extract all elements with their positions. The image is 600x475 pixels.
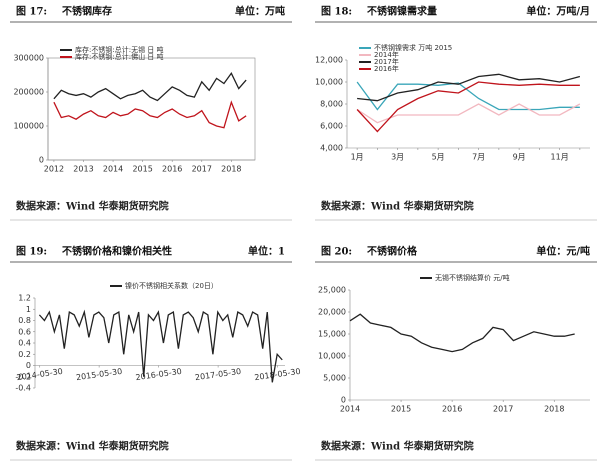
y-tick-label: 12,000 (315, 56, 343, 65)
legend-label: 无锡不锈钢结算价 元/吨 (435, 273, 510, 282)
figure-title: 不锈钢价格和镍价相关性 (62, 245, 172, 258)
legend-label: 不锈钢镍需求 万吨 2015 (374, 43, 452, 52)
y-tick-label: 8,000 (320, 100, 343, 109)
x-tick-label: 9月 (513, 153, 526, 162)
x-tick-label: 2018 (544, 405, 564, 414)
source: 数据来源：Wind 华泰期货研究院 (321, 200, 474, 213)
y-tick-label: 20,000 (318, 308, 346, 317)
plot-frame (347, 60, 590, 148)
legend-label: 2014年 (374, 50, 399, 59)
y-tick-label: 0 (341, 396, 346, 405)
x-tick-label: 2016-05-30 (135, 367, 182, 382)
figure-title: 不锈钢镍需求量 (367, 5, 437, 18)
y-tick-label: 0.2 (18, 350, 31, 359)
y-tick-label: 200000 (13, 88, 44, 97)
y-tick-label: 100000 (13, 122, 44, 131)
x-tick-label: 2017-05-30 (194, 367, 241, 382)
x-tick-label: 2015 (132, 165, 152, 174)
x-tick-label: 2013 (73, 165, 93, 174)
figure-label: 图 17: (16, 6, 47, 18)
x-tick-label: 2018-05-30 (254, 367, 301, 382)
series-line (356, 81, 580, 111)
x-tick-label: 7月 (472, 153, 485, 162)
y-tick-label: -0.2 (15, 372, 31, 381)
figure-unit: 单位：1 (248, 245, 285, 258)
x-tick-label: 2012 (44, 165, 64, 174)
y-tick-label: 1.2 (18, 294, 31, 303)
figure-title: 不锈钢价格 (367, 245, 418, 258)
y-tick-label: 300000 (13, 54, 44, 63)
x-tick-label: 11月 (551, 153, 569, 162)
y-tick-label: 0.6 (18, 327, 31, 336)
x-tick-label: 1月 (351, 153, 364, 162)
series-line (356, 103, 581, 124)
y-tick-label: 5,000 (323, 374, 346, 383)
figure-unit: 单位：万吨 (235, 5, 285, 18)
y-tick-label: 10,000 (315, 78, 343, 87)
x-tick-label: 5月 (432, 153, 445, 162)
y-tick-label: 6,000 (320, 122, 343, 131)
series-line (53, 72, 247, 102)
x-tick-label: 2014 (103, 165, 123, 174)
figure-unit: 单位：元/吨 (536, 245, 590, 258)
y-tick-label: 25,000 (318, 286, 346, 295)
x-tick-label: 2015-05-30 (75, 367, 122, 382)
legend-label: 库存:不锈钢:总计:无锡 日 吨 (75, 45, 164, 54)
x-tick-label: 2017 (493, 405, 513, 414)
x-tick-label: 2018 (221, 165, 241, 174)
legend-label: 2017年 (374, 57, 399, 66)
x-tick-label: 3月 (391, 153, 404, 162)
series-line (53, 100, 247, 129)
y-tick-label: 15,000 (318, 330, 346, 339)
source: 数据来源：Wind 华泰期货研究院 (16, 440, 169, 453)
figure-label: 图 20: (321, 246, 352, 258)
legend-label: 2016年 (374, 64, 399, 73)
legend-label: 库存:不锈钢:总计:佛山 日 吨 (75, 52, 164, 61)
legend-label: 镍价不锈钢相关系数（20日） (125, 281, 218, 290)
x-tick-label: 2014-05-30 (16, 367, 63, 382)
x-tick-label: 2015 (391, 405, 411, 414)
source: 数据来源：Wind 华泰期货研究院 (321, 440, 474, 453)
series-line (38, 309, 283, 383)
y-tick-label: 0.8 (18, 316, 31, 325)
figure-unit: 单位：万吨/月 (526, 5, 590, 18)
series-line (356, 81, 580, 133)
figure-label: 图 18: (321, 6, 352, 18)
y-tick-label: 10,000 (318, 352, 346, 361)
x-tick-label: 2014 (340, 405, 360, 414)
series-line (357, 73, 581, 102)
plot-frame (47, 57, 256, 161)
y-tick-label: 0 (26, 361, 31, 370)
y-tick-label: 4,000 (320, 144, 343, 153)
x-tick-label: 2016 (162, 165, 182, 174)
figure-title: 不锈钢库存 (62, 5, 112, 18)
source: 数据来源：Wind 华泰期货研究院 (16, 200, 169, 213)
x-tick-label: 2016 (442, 405, 462, 414)
y-tick-label: 1 (26, 305, 31, 314)
y-tick-label: -0.4 (15, 384, 31, 393)
figure-label: 图 19: (16, 246, 47, 258)
y-tick-label: 0 (39, 156, 44, 165)
x-tick-label: 2017 (192, 165, 212, 174)
y-tick-label: 0.4 (18, 339, 31, 348)
series-line (349, 313, 575, 353)
